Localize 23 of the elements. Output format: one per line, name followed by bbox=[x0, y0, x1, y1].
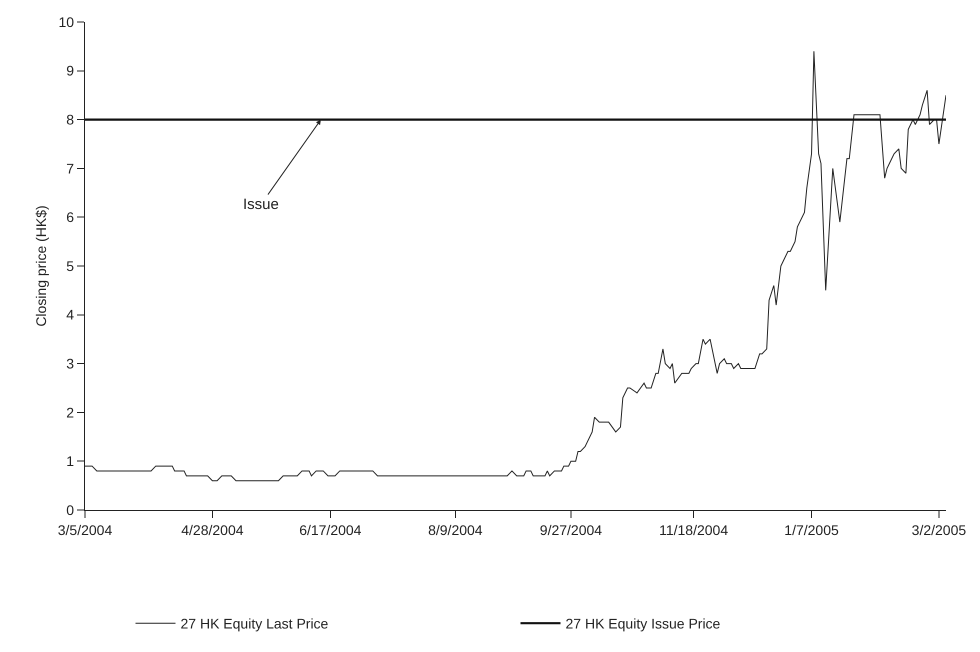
y-tick-label: 10 bbox=[58, 14, 74, 30]
x-tick-label: 6/17/2004 bbox=[299, 522, 362, 538]
y-tick-label: 4 bbox=[66, 306, 74, 323]
y-tick-label: 3 bbox=[66, 356, 74, 372]
y-tick-label: 8 bbox=[66, 112, 74, 128]
y-axis-title: Closing price (HK$) bbox=[33, 205, 50, 327]
x-tick-label: 9/27/2004 bbox=[540, 522, 602, 538]
x-tick-label: 4/28/2004 bbox=[181, 522, 244, 538]
legend-label: 27 HK Equity Issue Price bbox=[566, 616, 721, 632]
y-tick-label: 5 bbox=[66, 258, 74, 274]
y-tick-label: 9 bbox=[66, 62, 74, 79]
y-tick-label: 0 bbox=[66, 502, 74, 518]
y-tick-label: 1 bbox=[66, 453, 74, 470]
legend-label: 27 HK Equity Last Price bbox=[180, 616, 329, 632]
x-tick-label: 3/2/2005 bbox=[912, 522, 966, 538]
annotation: Issue bbox=[243, 196, 279, 213]
y-tick-label: 2 bbox=[66, 404, 74, 420]
y-tick-label: 7 bbox=[66, 160, 74, 176]
x-tick-label: 11/18/2004 bbox=[659, 522, 728, 538]
x-tick-label: 1/7/2005 bbox=[784, 522, 839, 538]
y-tick-label: 6 bbox=[66, 209, 74, 226]
x-tick-label: 3/5/2004 bbox=[58, 522, 112, 538]
x-tick-label: 8/9/2004 bbox=[428, 522, 483, 538]
